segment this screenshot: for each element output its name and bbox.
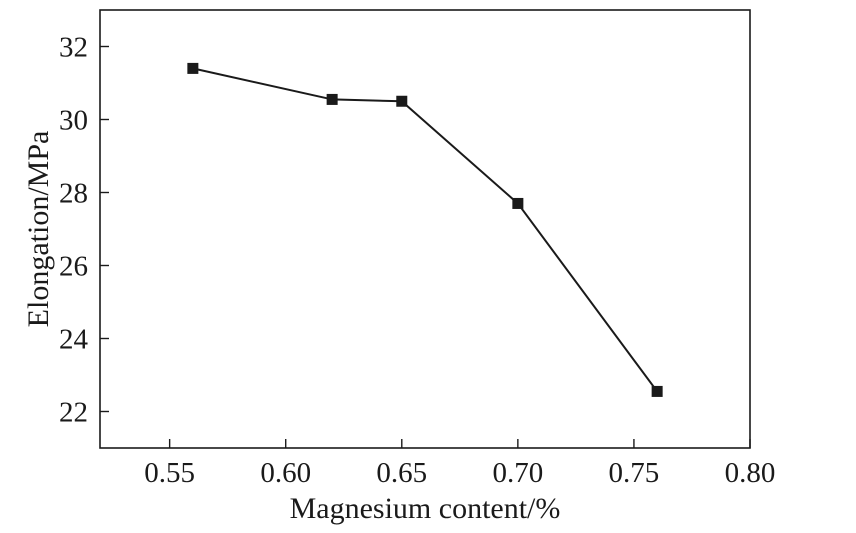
- data-point-marker: [396, 95, 408, 107]
- plot-frame: [99, 9, 751, 449]
- y-tick-label: 24: [59, 324, 89, 356]
- x-tick-label: 0.55: [144, 457, 195, 489]
- x-tick-label: 0.60: [260, 457, 311, 489]
- series-line: [192, 67, 658, 393]
- x-axis-title: Magnesium content/%: [290, 492, 561, 525]
- y-axis-ticks: 22 24 26 28 30 32: [59, 32, 109, 429]
- x-tick-label: 0.70: [492, 457, 543, 489]
- y-tick-label: 26: [59, 251, 88, 283]
- data-point-marker: [651, 385, 663, 397]
- y-tick-label: 32: [59, 32, 88, 64]
- x-tick-label: 0.75: [609, 457, 660, 489]
- data-point-marker: [326, 93, 338, 105]
- x-tick-label: 0.80: [725, 457, 776, 489]
- data-point-marker: [512, 197, 524, 209]
- y-tick-label: 22: [59, 397, 88, 429]
- y-tick-label: 28: [59, 178, 88, 210]
- x-tick-label: 0.65: [376, 457, 427, 489]
- x-axis-ticks: 0.55 0.60 0.65 0.70 0.75 0.80: [144, 439, 775, 489]
- data-point-marker: [187, 62, 199, 74]
- y-tick-label: 30: [59, 105, 88, 137]
- series-layer: [187, 62, 663, 397]
- y-axis-title: Elongation/MPa: [22, 131, 55, 328]
